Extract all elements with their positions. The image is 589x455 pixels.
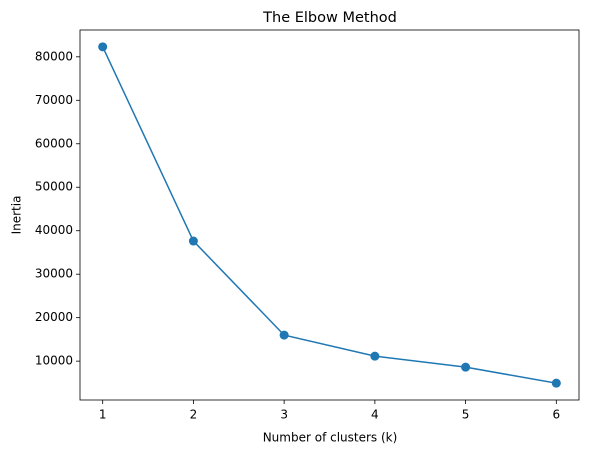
- plot-frame: [79, 29, 580, 401]
- chart-title: The Elbow Method: [262, 10, 397, 26]
- data-point: [188, 236, 198, 246]
- x-tick-label: 3: [280, 408, 288, 422]
- y-axis-label: Inertia: [10, 196, 24, 235]
- x-axis-label: Number of clusters (k): [263, 431, 398, 445]
- data-point: [279, 330, 289, 340]
- y-tick-label: 50000: [35, 180, 73, 194]
- y-tick-label: 30000: [35, 267, 73, 281]
- data-point: [370, 351, 380, 361]
- series-line: [102, 46, 557, 384]
- data-point: [551, 378, 561, 388]
- y-tick-label: 80000: [35, 49, 73, 63]
- y-tick-label: 20000: [35, 310, 73, 324]
- data-point: [98, 42, 108, 52]
- y-tick-label: 70000: [35, 93, 73, 107]
- x-tick-label: 5: [462, 408, 470, 422]
- y-tick-label: 40000: [35, 223, 73, 237]
- x-tick-label: 4: [371, 408, 379, 422]
- y-tick-label: 10000: [35, 354, 73, 368]
- y-tick-label: 60000: [35, 136, 73, 150]
- x-tick-label: 6: [552, 408, 560, 422]
- x-tick-label: 2: [190, 408, 198, 422]
- x-tick-label: 1: [99, 408, 107, 422]
- data-point: [461, 362, 471, 372]
